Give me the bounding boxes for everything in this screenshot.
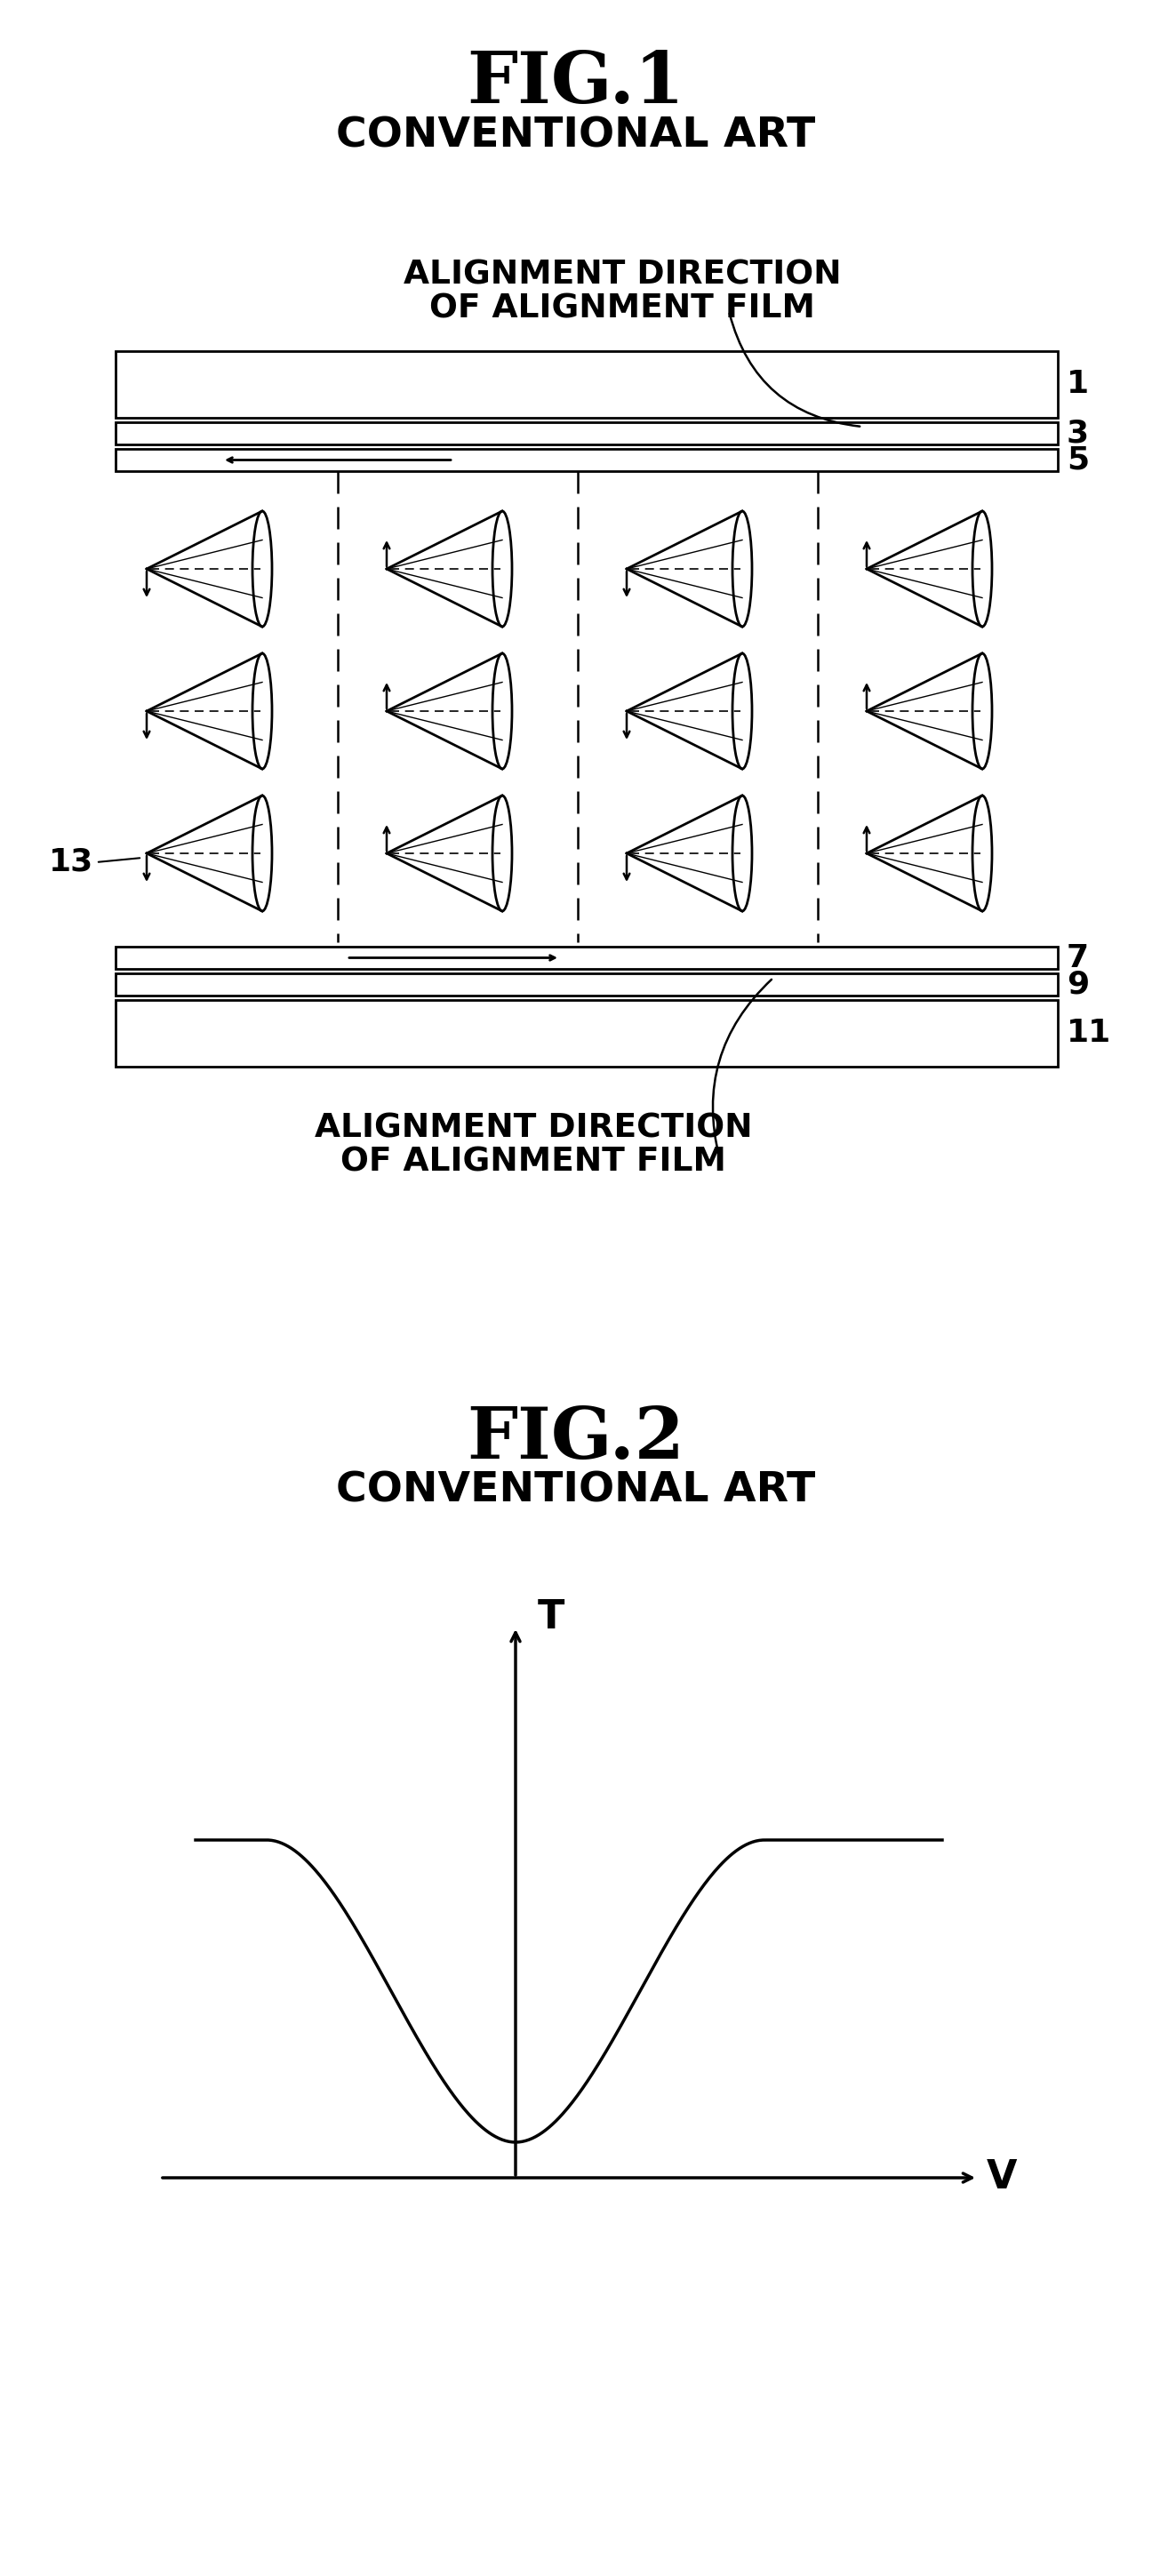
Bar <box>115 350 1058 417</box>
Text: 3: 3 <box>1067 417 1089 448</box>
Text: CONVENTIONAL ART: CONVENTIONAL ART <box>336 1471 816 1512</box>
Text: FIG.1: FIG.1 <box>468 49 684 118</box>
Text: OF ALIGNMENT FILM: OF ALIGNMENT FILM <box>341 1146 726 1177</box>
Text: CONVENTIONAL ART: CONVENTIONAL ART <box>336 116 816 155</box>
Text: 9: 9 <box>1067 969 1089 999</box>
Text: T: T <box>538 1600 564 1636</box>
Bar <box>115 974 1058 994</box>
Bar <box>115 448 1058 471</box>
Text: FIG.2: FIG.2 <box>468 1404 684 1473</box>
Bar <box>115 945 1058 969</box>
Text: 1: 1 <box>1067 368 1089 399</box>
Text: 5: 5 <box>1067 446 1089 474</box>
Bar <box>115 999 1058 1066</box>
Bar <box>115 422 1058 446</box>
Text: 13: 13 <box>48 848 93 878</box>
Text: 7: 7 <box>1067 943 1089 974</box>
Text: OF ALIGNMENT FILM: OF ALIGNMENT FILM <box>430 294 816 325</box>
Text: 11: 11 <box>1067 1018 1112 1048</box>
Text: ALIGNMENT DIRECTION: ALIGNMENT DIRECTION <box>403 260 841 291</box>
Text: ALIGNMENT DIRECTION: ALIGNMENT DIRECTION <box>314 1113 752 1144</box>
Text: V: V <box>986 2159 1017 2197</box>
